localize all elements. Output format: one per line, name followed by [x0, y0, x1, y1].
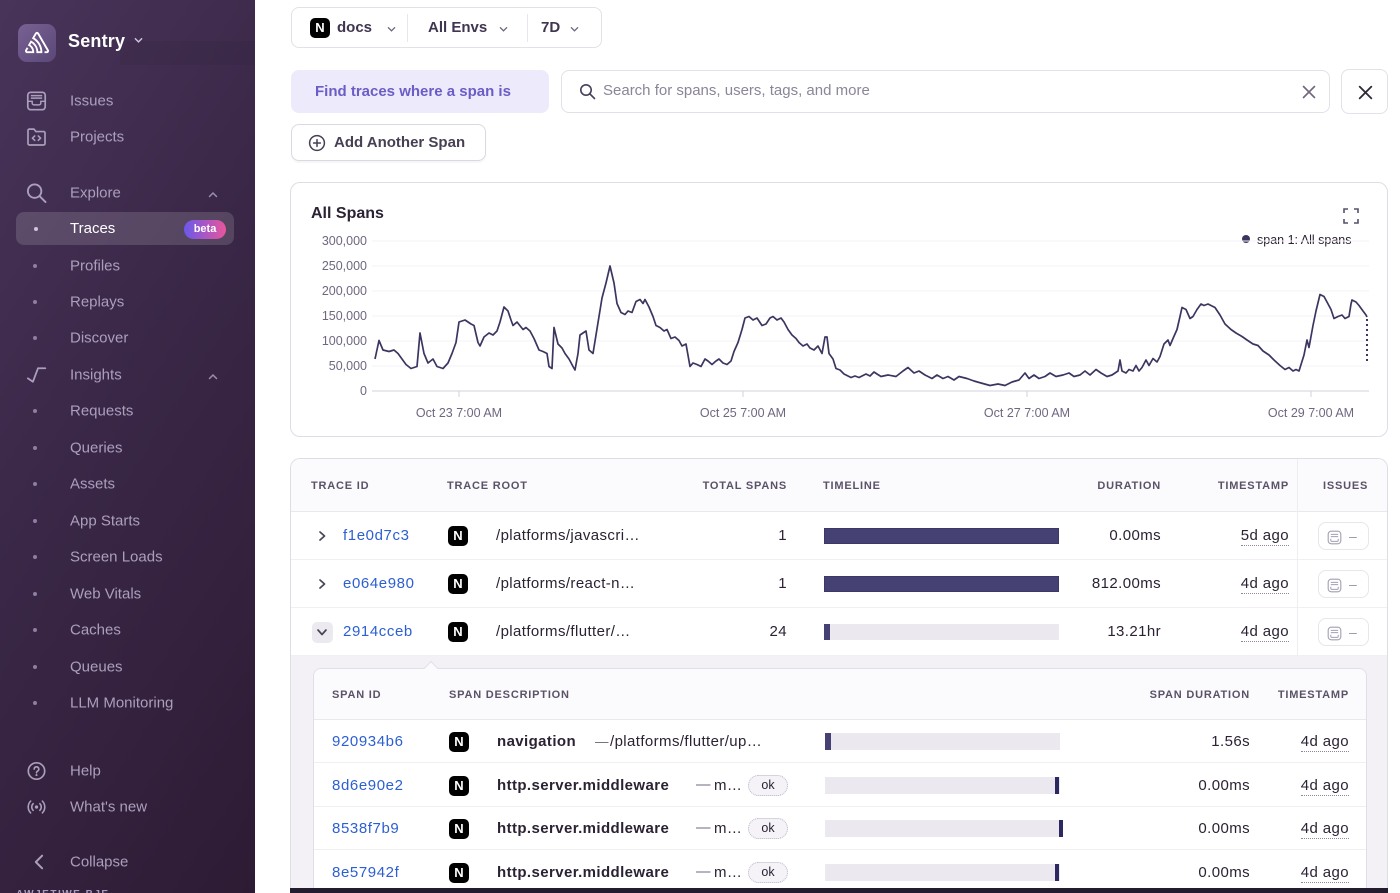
svg-text:100,000: 100,000	[322, 334, 367, 348]
svg-text:300,000: 300,000	[322, 234, 367, 248]
svg-text:200,000: 200,000	[322, 284, 367, 298]
svg-text:0: 0	[360, 384, 367, 398]
svg-text:150,000: 150,000	[322, 309, 367, 323]
svg-text:Oct 27 7:00 AM: Oct 27 7:00 AM	[984, 406, 1070, 420]
svg-text:50,000: 50,000	[329, 359, 367, 373]
svg-text:Oct 29 7:00 AM: Oct 29 7:00 AM	[1268, 406, 1354, 420]
svg-text:Oct 25 7:00 AM: Oct 25 7:00 AM	[700, 406, 786, 420]
svg-text:250,000: 250,000	[322, 259, 367, 273]
svg-text:Oct 23 7:00 AM: Oct 23 7:00 AM	[416, 406, 502, 420]
